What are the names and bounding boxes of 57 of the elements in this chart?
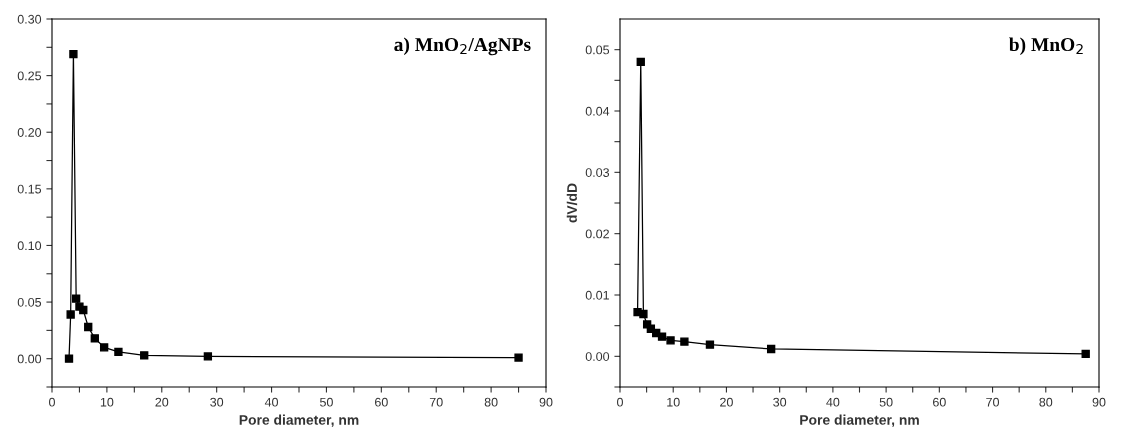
x-tick-label: 40 [264, 397, 279, 407]
x-tick-label: 70 [429, 397, 443, 407]
y-tick-label: 0.01 [585, 290, 609, 300]
x-tick-label: 0 [49, 397, 55, 407]
point [66, 310, 75, 319]
point [514, 353, 523, 362]
x-tick-label: 80 [1039, 397, 1053, 407]
point [639, 309, 648, 319]
point [79, 305, 88, 315]
y-tick-label: 0.00 [585, 352, 610, 361]
x-tick-label: 50 [319, 397, 333, 407]
point [90, 334, 99, 343]
y-tick-label: 0.03 [585, 168, 610, 177]
y-tick-label: 0.05 [585, 45, 610, 55]
x-tick-label: 70 [986, 397, 1000, 407]
y-tick-label: 0.10 [17, 241, 42, 251]
x-tick-label: 60 [375, 397, 388, 407]
point [705, 340, 715, 349]
x-tick-label: 40 [826, 397, 840, 407]
x-tick-label: 20 [720, 397, 733, 407]
x-tick-label: 80 [484, 397, 498, 407]
y-tick-label: 0.15 [17, 184, 42, 194]
point [140, 351, 149, 360]
point [680, 337, 689, 346]
point [99, 343, 109, 352]
y-tick-label: 0.30 [17, 14, 42, 24]
point [636, 57, 645, 67]
x-tick-label: 90 [1092, 397, 1106, 407]
x-axis-title: Pore diameter, nm [800, 414, 919, 427]
x-tick-label: 30 [773, 397, 787, 407]
y-tick-label: 0.20 [17, 128, 42, 137]
x-tick-label: 10 [667, 397, 680, 407]
y-tick-label: 0.02 [585, 229, 609, 239]
x-tick-label: 0 [617, 397, 623, 407]
x-tick-label: 20 [155, 397, 169, 407]
y-tick-label: 0.00 [17, 354, 42, 364]
point [114, 347, 123, 357]
x-axis-title: Pore diameter, nm [239, 414, 359, 427]
point [203, 352, 213, 361]
x-tick-label: 60 [933, 397, 946, 407]
point [64, 354, 74, 363]
point [69, 49, 78, 59]
point [84, 322, 93, 332]
y-tick-label: 0.25 [17, 71, 42, 81]
point [666, 336, 675, 345]
y-axis-title: dV/dD [566, 183, 578, 223]
y-tick-label: 0.04 [585, 106, 610, 116]
x-tick-label: 10 [100, 397, 114, 407]
x-tick-label: 50 [879, 397, 893, 407]
x-tick-label: 90 [539, 397, 553, 407]
point [1081, 349, 1090, 359]
point [657, 332, 667, 341]
annotation: a) MnO$_{2}$/AgNPs [394, 37, 531, 56]
x-tick-label: 30 [210, 397, 224, 407]
y-tick-label: 0.05 [17, 297, 42, 307]
point [766, 344, 776, 354]
annotation: b) MnO$_{2}$ [1009, 37, 1083, 56]
